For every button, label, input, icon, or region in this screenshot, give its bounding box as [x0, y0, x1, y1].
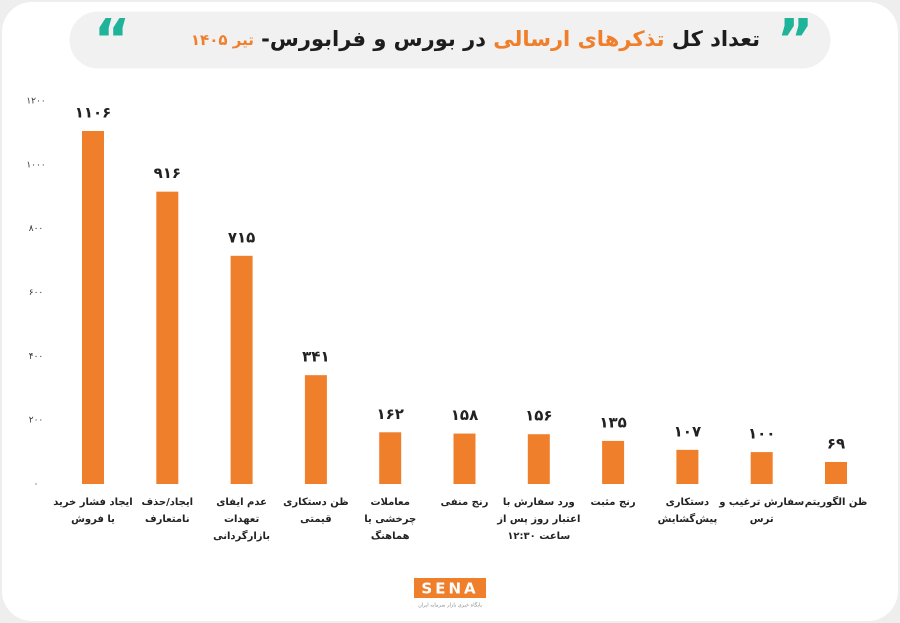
logo-box — [414, 578, 486, 598]
quote-right: ” — [777, 8, 814, 73]
bar — [379, 432, 402, 484]
x-tick-label: تعهدات — [224, 514, 259, 525]
title-part: تیر ۱۴۰۵ — [191, 31, 254, 49]
bar — [304, 375, 327, 484]
chart-title: تعداد کل تذکرهای ارسالی در بورس و فرابور… — [191, 27, 760, 51]
y-tick-label: ۲۰۰ — [29, 416, 44, 426]
x-tick-label: هماهنگ — [371, 530, 410, 542]
value-label: ۱۳۵ — [599, 413, 626, 431]
x-tick-label: یا فروش — [71, 514, 115, 525]
x-tick-label: ساعت ۱۲:۳۰ — [507, 531, 570, 542]
x-tick-label: عدم ایفای — [216, 497, 267, 508]
title-pill — [66, 8, 834, 72]
x-tick-label: ظن دستکاری — [283, 497, 348, 508]
bar — [602, 440, 625, 484]
bar — [750, 452, 773, 484]
title-part: تذکرهای ارسالی — [493, 27, 664, 51]
x-tick-label: ظن الگوریتم — [805, 495, 868, 508]
y-tick-label: ۶۰۰ — [29, 288, 44, 298]
bar — [82, 131, 104, 485]
value-label: ۱۰۰ — [748, 425, 775, 443]
x-tick-label: قیمتی — [300, 514, 332, 525]
value-label: ۱۵۶ — [525, 407, 552, 425]
y-tick-label: ۱۰۰۰ — [26, 160, 45, 170]
logo: SENA — [421, 580, 478, 598]
value-label: ۱۶۲ — [376, 405, 403, 423]
x-tick-label: اعتبار روز پس از — [496, 514, 580, 525]
x-tick-label: نامتعارف — [145, 514, 190, 525]
value-label: ۳۴۱ — [302, 348, 329, 366]
quote-left: “ — [94, 8, 131, 73]
logo-tagline: پایگاه خبری بازار سرمایه ایران — [418, 602, 482, 609]
x-tick-label: بازارگردانی — [213, 529, 270, 542]
bar — [453, 433, 476, 484]
x-tick-label: رنج منفی — [441, 497, 489, 508]
x-tick-label: دستکاری — [666, 497, 710, 508]
title-part: تعداد کل — [672, 27, 760, 51]
bar — [527, 434, 550, 484]
x-tick-label: پیش‌گشایش — [658, 512, 718, 525]
y-tick-label: ۱۲۰۰ — [26, 97, 45, 107]
x-tick-label: ایجاد فشار خرید — [53, 497, 132, 508]
value-label: ۶۹ — [827, 434, 845, 452]
title-part: در بورس و فرابورس- — [261, 27, 486, 51]
x-tick-label: ایجاد/حذف — [142, 497, 194, 508]
x-tick-label: رنج مثبت — [591, 497, 636, 508]
x-tick-label: معاملات — [370, 497, 409, 508]
value-label: ۱۱۰۶ — [75, 104, 112, 122]
value-label: ۹۱۶ — [154, 164, 181, 182]
bar — [156, 191, 179, 485]
value-label: ۷۱۵ — [228, 228, 255, 246]
value-label: ۱۵۸ — [451, 406, 478, 424]
value-label: ۱۰۷ — [674, 422, 701, 440]
x-tick-label: سفارش ترغیب و — [718, 497, 804, 508]
y-tick-label: ۴۰۰ — [29, 352, 44, 362]
y-tick-label: ۸۰۰ — [29, 224, 44, 234]
x-tick-label: ترس — [750, 514, 774, 525]
x-tick-label: ورد سفارش با — [503, 497, 575, 508]
x-tick-label: چرخشی یا — [364, 514, 416, 525]
y-tick-label: ۰ — [34, 480, 39, 490]
bar — [825, 461, 847, 484]
bar — [230, 255, 253, 484]
bar — [676, 449, 699, 484]
